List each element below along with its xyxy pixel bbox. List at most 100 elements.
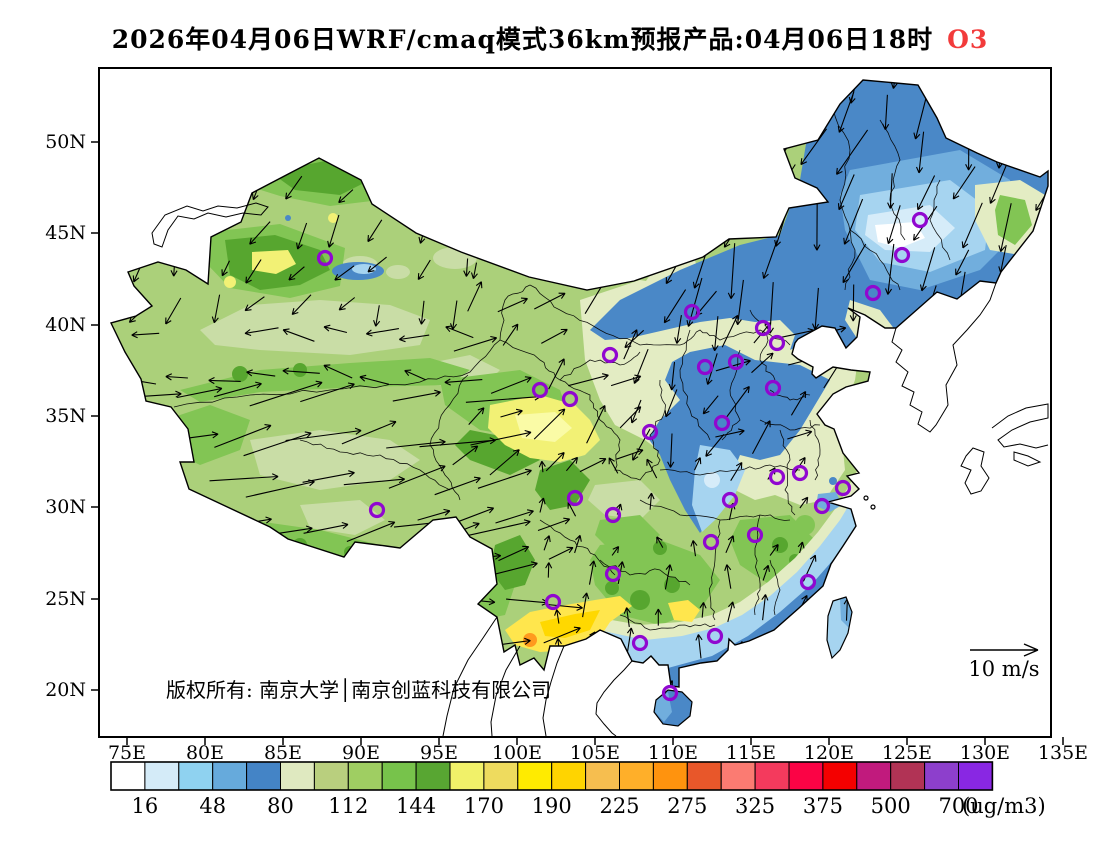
wind-arrow [291, 294, 312, 316]
wind-arrow [165, 297, 182, 325]
wind-arrow [244, 296, 265, 312]
wind-arrow [288, 266, 305, 281]
wind-arrow [246, 369, 276, 377]
wind-arrow [470, 262, 478, 280]
wind-arrow [961, 202, 983, 249]
wind-arrow [547, 603, 583, 611]
city-marker-yinchuan [601, 346, 619, 364]
wind-arrow [837, 91, 855, 133]
wind-arrow [165, 373, 188, 381]
japan-shikoku-outline [1013, 451, 1042, 467]
colorbar-label: 325 [735, 794, 775, 818]
hainan-outline [653, 689, 693, 727]
colorbar-cell [178, 761, 214, 791]
colorbar-cell [754, 761, 790, 791]
province-border-line [429, 374, 469, 501]
wind-arrow [245, 259, 262, 284]
city-marker-nanchang [746, 526, 764, 544]
wind-arrow [468, 407, 485, 425]
lat-label: 45N [45, 222, 86, 244]
lon-label: 130E [960, 742, 1010, 764]
city-marker-chongqing [604, 506, 622, 524]
lat-label: 35N [45, 405, 86, 427]
wind-arrow [323, 324, 348, 334]
wind-arrow [418, 300, 426, 325]
colorbar-label: 112 [328, 794, 368, 818]
wind-arrow [131, 331, 160, 339]
wind-arrow [334, 265, 355, 281]
wind-arrow [730, 462, 743, 481]
wind-arrow [534, 292, 566, 310]
wind-arrow [365, 328, 399, 337]
colorbar-label: 275 [667, 794, 707, 818]
wind-arrow [249, 221, 271, 245]
colorbar-cell [144, 761, 180, 791]
wind-arrow [543, 626, 581, 644]
vietnam-laos-border [542, 645, 565, 737]
wind-arrow [799, 496, 809, 509]
wind-arrow [664, 389, 678, 418]
wind-arrow [502, 323, 519, 346]
lat-label: 40N [45, 314, 86, 336]
colorbar-label: 700 [938, 794, 978, 818]
wind-arrow [495, 509, 534, 524]
wind-arrow [543, 535, 551, 551]
wind-arrow [762, 564, 770, 581]
wind-arrow [715, 358, 751, 372]
province-border-line [599, 559, 691, 586]
city-marker-lanzhou [561, 390, 579, 408]
city-markers [316, 211, 929, 702]
lat-label: 25N [45, 588, 86, 610]
wind-arrow [341, 420, 397, 445]
wind-arrow [711, 316, 719, 352]
copyright-text: 版权所有: 南京大学│南京创蓝科技有限公司 [166, 678, 551, 702]
province-border-line [679, 329, 711, 441]
city-marker-changsha [702, 533, 720, 551]
colorbar-label: 144 [396, 794, 436, 818]
wind-arrow [208, 377, 241, 385]
wind-arrow [565, 456, 579, 472]
wind-arrow [727, 243, 736, 299]
city-marker-changchun [893, 246, 911, 264]
city-marker-harbin [911, 211, 929, 229]
city-marker-kunming [544, 593, 562, 611]
wind-arrow [630, 399, 642, 424]
wind-arrow [323, 364, 353, 379]
wind-arrow [490, 376, 532, 394]
city-marker-hangzhou [813, 497, 831, 515]
wind-arrow [346, 520, 396, 543]
wind-arrow [800, 128, 828, 166]
colorbar-unit: (ug/m3) [962, 794, 1046, 818]
wind-arrow [338, 189, 354, 204]
lat-label: 50N [45, 131, 86, 153]
wind-arrow [715, 428, 745, 438]
colorbar-cell [585, 761, 620, 791]
wind-arrow [359, 374, 390, 385]
wind-arrow [919, 247, 936, 292]
lon-label: 125E [882, 742, 932, 764]
wind-arrow [623, 607, 631, 627]
wind-arrow [699, 602, 707, 618]
wind-arrow [588, 560, 597, 585]
wind-arrow [453, 335, 498, 352]
wind-arrow [664, 564, 673, 590]
city-marker-taiyuan [696, 358, 714, 376]
colorbar-cell [415, 761, 451, 791]
colorbar-cell [686, 761, 722, 791]
wind-arrow [721, 314, 739, 348]
wind-arrow [586, 405, 606, 444]
wind-arrow [842, 243, 867, 284]
colorbar-label: 48 [199, 794, 226, 818]
title-pollutant: O3 [947, 25, 989, 54]
wind-arrow [285, 427, 362, 442]
wind-arrow [462, 519, 531, 538]
wind-arrow [694, 457, 702, 471]
colorbar-cell [788, 761, 824, 791]
colorbar-cell [483, 761, 519, 791]
wind-arrow [624, 329, 645, 349]
latitude-axis: 50N 45N 40N 35N 30N 25N 20N [45, 131, 99, 701]
china-outline [110, 79, 1049, 688]
colorbar-cell [958, 761, 993, 791]
vietnam-coastline [595, 660, 633, 737]
wind-arrow [548, 358, 565, 390]
